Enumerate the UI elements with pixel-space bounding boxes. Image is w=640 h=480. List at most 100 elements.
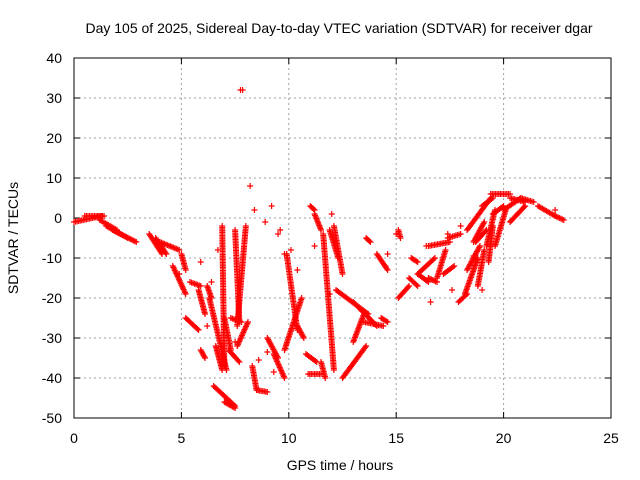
data-point (383, 318, 390, 325)
data-point (275, 231, 282, 237)
data-point (251, 207, 258, 213)
data-point (281, 375, 288, 381)
data-point (330, 367, 337, 373)
data-point (247, 183, 254, 189)
data-point (413, 281, 420, 288)
data-point (476, 243, 483, 249)
data-point (530, 199, 537, 205)
x-tick-label: 10 (281, 430, 297, 446)
data-point (101, 213, 108, 219)
y-tick-label: 30 (46, 90, 62, 106)
x-tick-labels: 0 5 10 15 20 25 (70, 430, 619, 446)
axis-ticks (73, 57, 612, 419)
data-point (474, 255, 481, 261)
data-point (326, 291, 333, 297)
data-point (414, 259, 421, 265)
data-point (221, 363, 228, 369)
data-point (367, 239, 374, 245)
data-point (430, 256, 437, 263)
data-point (427, 299, 434, 305)
data-point (281, 251, 288, 257)
data-point (318, 227, 325, 233)
data-point (362, 344, 369, 351)
data-point (270, 369, 277, 375)
y-tick-label: 10 (46, 170, 62, 186)
y-tick-label: -50 (42, 410, 62, 426)
data-point (521, 204, 528, 211)
data-point (124, 235, 131, 241)
data-point (366, 238, 373, 244)
data-point (131, 238, 138, 245)
data-point (481, 247, 488, 253)
data-point (405, 284, 412, 291)
data-point (560, 217, 567, 223)
y-tick-label: 40 (46, 50, 62, 66)
data-point (339, 271, 346, 277)
data-point (176, 271, 183, 277)
data-point (236, 359, 243, 365)
data-point (442, 247, 449, 253)
data-point (255, 357, 262, 363)
data-point (264, 389, 271, 395)
data-point (310, 206, 317, 212)
data-point (287, 247, 294, 253)
data-point (413, 258, 420, 265)
data-point (244, 319, 251, 325)
data-point (522, 203, 529, 209)
data-point (202, 355, 209, 361)
data-point (444, 231, 451, 237)
data-point (202, 311, 209, 317)
y-tick-labels: -50 -40 -30 -20 -10 0 10 20 30 40 (42, 50, 62, 426)
y-tick-label: 0 (54, 210, 62, 226)
data-point (406, 283, 413, 289)
data-point (300, 335, 307, 341)
data-point (298, 295, 305, 301)
data-point (163, 251, 170, 257)
x-tick-label: 5 (178, 430, 186, 446)
data-point (449, 287, 456, 293)
x-tick-label: 15 (388, 430, 404, 446)
plot-frame (73, 57, 612, 419)
x-tick-label: 25 (603, 430, 619, 446)
data-point (488, 196, 495, 202)
data-point (312, 358, 319, 364)
x-axis-label: GPS time / hours (287, 457, 394, 473)
data-point (242, 223, 249, 229)
data-point (162, 249, 169, 256)
data-point (451, 263, 458, 269)
data-point (195, 327, 202, 333)
data-point (449, 264, 456, 270)
data-point (300, 333, 307, 340)
data-point (393, 231, 400, 237)
data-point (384, 251, 391, 257)
data-point (423, 243, 430, 249)
data-point (383, 265, 390, 272)
grid-lines (74, 58, 611, 418)
data-point (363, 343, 370, 349)
data-point (470, 253, 477, 259)
y-axis-label: SDTVAR / TECUs (5, 182, 21, 294)
data-point (182, 267, 189, 273)
data-point (384, 319, 391, 325)
data-point (208, 279, 215, 285)
data-point (277, 227, 284, 233)
data-point (262, 219, 269, 225)
data-point (481, 219, 488, 225)
data-point (380, 323, 387, 329)
data-points (71, 87, 567, 411)
data-point (239, 87, 246, 93)
data-point (235, 357, 242, 364)
data-point (197, 283, 204, 289)
data-point (457, 231, 464, 237)
data-point (232, 339, 239, 345)
data-point (230, 404, 237, 411)
y-tick-label: -10 (42, 250, 62, 266)
data-point (457, 223, 464, 229)
chart-title: Day 105 of 2025, Sidereal Day-to-day VTE… (85, 20, 592, 36)
data-point (201, 353, 208, 360)
x-tick-label: 20 (496, 430, 512, 446)
y-tick-label: -40 (42, 370, 62, 386)
data-point (219, 367, 226, 373)
data-point (264, 349, 271, 355)
